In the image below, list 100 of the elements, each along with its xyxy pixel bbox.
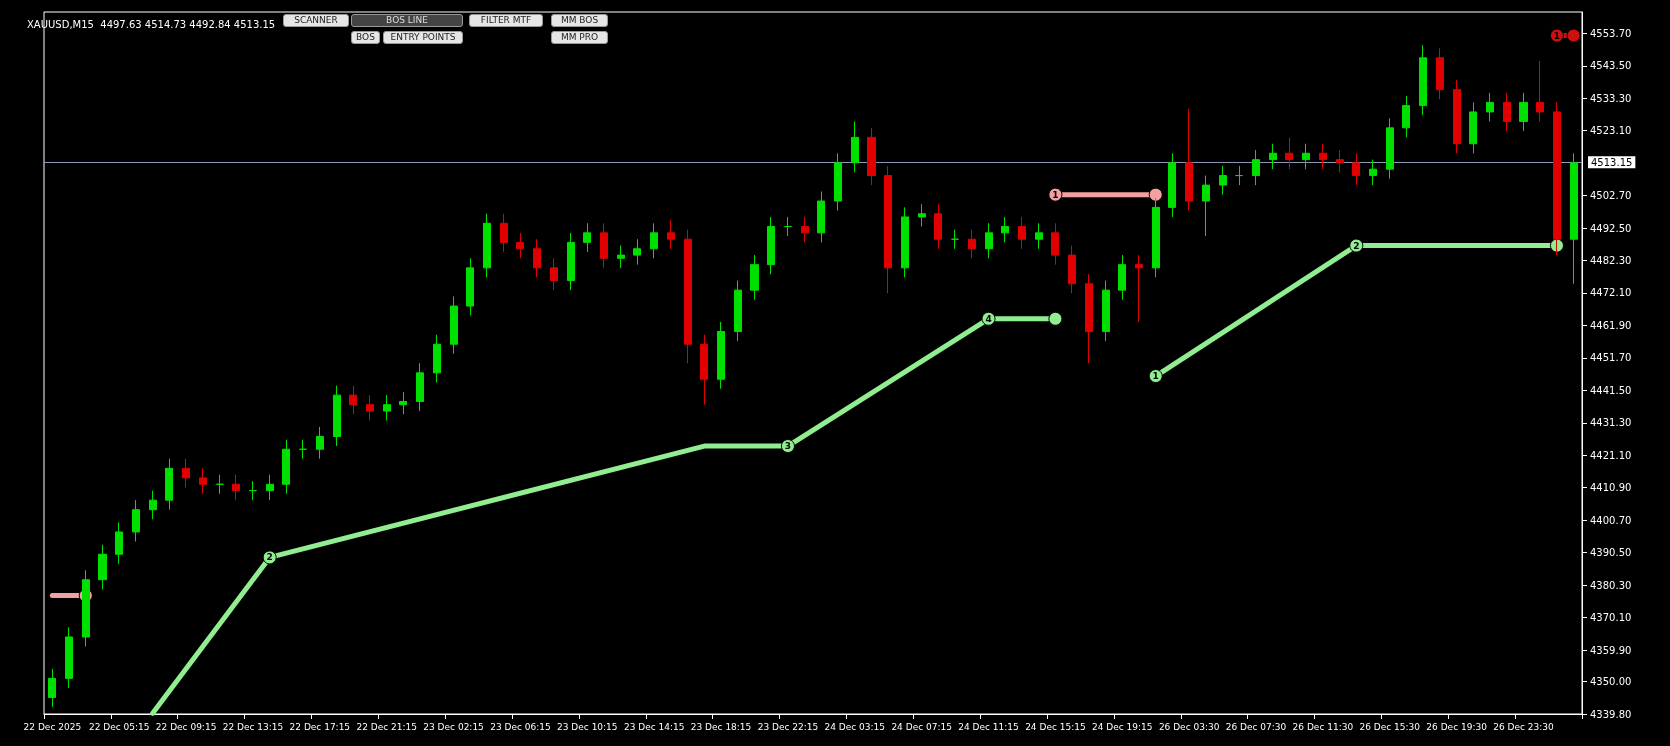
candlestick	[383, 394, 391, 422]
annotation: 1	[1152, 371, 1159, 382]
candlestick	[1102, 280, 1110, 342]
x-tick-label: 26 Dec 15:30	[1359, 721, 1421, 732]
candlestick	[1152, 197, 1160, 278]
annotation: 1	[1553, 30, 1561, 41]
candlestick	[516, 232, 524, 259]
y-tick-label: 4400.70	[1590, 514, 1632, 526]
candlestick	[1453, 79, 1461, 154]
candlestick	[700, 334, 708, 406]
candlestick	[199, 467, 207, 495]
y-tick-label: 4339.80	[1590, 708, 1632, 720]
candlestick	[1336, 149, 1344, 173]
y-tick-label: 4553.70	[1590, 27, 1632, 39]
button: BOS	[351, 31, 380, 44]
x-tick-label: 24 Dec 07:15	[891, 721, 952, 732]
x-tick-label: 23 Dec 06:15	[490, 721, 551, 732]
y-tick-label: 4492.50	[1590, 222, 1632, 234]
x-tick-label: 26 Dec 03:30	[1158, 721, 1220, 732]
point	[1148, 187, 1163, 202]
x-tick-label: 22 Dec 17:15	[289, 721, 351, 732]
candlestick	[266, 474, 274, 501]
button: MM BOS	[551, 14, 608, 27]
x-tick-label: 23 Dec 02:15	[423, 721, 484, 732]
button: FILTER MTF	[469, 14, 543, 27]
y-tick-label: 4380.30	[1590, 579, 1632, 591]
candlestick	[316, 426, 324, 460]
candlestick	[232, 474, 240, 501]
candlestick	[1352, 152, 1360, 186]
candlestick	[600, 222, 608, 269]
candlestick	[817, 190, 825, 243]
x-tick-label: 26 Dec 11:30	[1292, 721, 1354, 732]
candlestick	[550, 257, 558, 291]
y-tick-label: 4472.10	[1590, 287, 1632, 299]
y-tick-label: 4451.70	[1590, 352, 1632, 364]
x-tick-label: 26 Dec 23:30	[1493, 721, 1555, 732]
candlestick	[1051, 222, 1059, 266]
point	[1566, 28, 1581, 43]
candlestick	[567, 232, 575, 291]
x-tick-label: 23 Dec 10:15	[557, 721, 618, 732]
candlestick	[1185, 108, 1193, 212]
x-tick-label: 24 Dec 19:15	[1092, 721, 1153, 732]
candlestick	[834, 152, 842, 212]
y-tick-label: 4533.30	[1590, 92, 1632, 104]
candlestick	[433, 334, 441, 383]
candlestick	[1319, 143, 1327, 170]
y-tick-label: 4543.50	[1590, 60, 1632, 72]
candlestick	[500, 213, 508, 253]
candlestick	[1302, 143, 1310, 170]
candlestick	[1269, 143, 1277, 170]
candlestick	[583, 222, 591, 253]
candlestick	[98, 544, 107, 590]
candlestick	[1402, 95, 1410, 138]
candlestick	[1486, 92, 1494, 122]
annotation: 2	[1353, 240, 1360, 251]
candlestick	[1419, 44, 1427, 116]
annotation: 1	[1052, 189, 1059, 200]
candlestick	[366, 394, 374, 422]
button: ENTRY POINTS	[383, 31, 463, 44]
y-tick-label: 4523.10	[1590, 125, 1632, 137]
candlestick	[1035, 222, 1043, 250]
candlestick	[1135, 254, 1143, 323]
candlestick	[1503, 92, 1511, 132]
x-tick-label: 24 Dec 03:15	[824, 721, 886, 732]
candlestick	[684, 229, 692, 364]
candlestick	[450, 295, 458, 355]
candlestick	[884, 165, 892, 294]
candlestick	[734, 280, 742, 342]
candlestick	[483, 213, 491, 278]
candlestick	[750, 254, 759, 301]
candlestick	[934, 203, 942, 250]
candlestick	[1436, 47, 1444, 100]
candlestick	[533, 238, 541, 278]
candlestick	[182, 458, 190, 488]
y-tick-label: 4502.70	[1590, 190, 1632, 202]
candlestick	[1118, 254, 1126, 301]
candlestick	[1369, 159, 1377, 186]
button: BOS LINE	[351, 14, 463, 27]
candlestick	[282, 439, 290, 495]
candlestick	[165, 458, 173, 511]
y-tick-label: 4390.50	[1590, 547, 1632, 559]
y-tick-label: 4461.90	[1590, 319, 1632, 331]
candlestick	[1202, 175, 1210, 237]
candlestick	[667, 219, 675, 250]
y-tick-label: 4441.50	[1590, 384, 1632, 396]
candlestick	[1001, 216, 1009, 243]
x-tick-label: 22 Dec 09:15	[155, 721, 217, 732]
candlestick	[1469, 101, 1477, 154]
point	[1048, 311, 1063, 326]
x-tick-label: 22 Dec 2025	[23, 721, 82, 732]
y-tick-label: 4421.10	[1590, 449, 1632, 461]
candlestick	[115, 521, 123, 565]
y-tick-label: 4370.10	[1590, 612, 1632, 624]
candlestick	[149, 490, 157, 520]
x-tick-label: 23 Dec 14:15	[623, 721, 685, 732]
annotation: 3	[784, 441, 792, 452]
candlestick	[1168, 152, 1176, 218]
y-tick-label: 4359.90	[1590, 644, 1632, 656]
x-tick-label: 23 Dec 18:15	[690, 721, 752, 732]
candlestick	[851, 120, 859, 173]
